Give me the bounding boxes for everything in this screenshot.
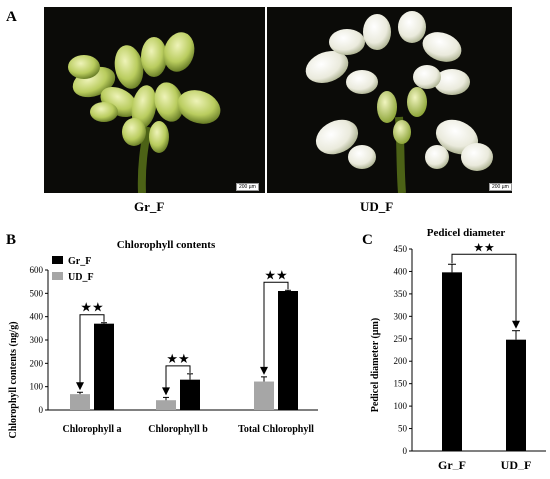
bar-ud-f — [156, 400, 176, 410]
panel-a-letter: A — [6, 9, 17, 25]
bar-ud-f — [254, 381, 274, 410]
y-tick-label: 250 — [394, 334, 408, 344]
photo-label-ud-f: UD_F — [360, 199, 394, 214]
panel-c-letter: C — [362, 232, 373, 248]
significance-stars: ★★ — [166, 351, 189, 366]
y-tick-label: 400 — [394, 266, 408, 276]
arrow-head — [162, 387, 170, 396]
y-tick-label: 400 — [30, 312, 44, 322]
y-tick-label: 450 — [394, 244, 408, 254]
panel-b-letter: B — [6, 232, 17, 248]
y-tick-label: 500 — [30, 288, 44, 298]
bar-gr-f — [180, 379, 200, 410]
legend-swatch — [52, 272, 63, 280]
significance-bracket: ★★ — [260, 267, 289, 375]
x-category-label: UD_F — [501, 458, 532, 470]
scale-bar-ud-f: 200 µm — [489, 183, 512, 191]
arrow-head — [512, 320, 520, 329]
significance-bracket: ★★ — [451, 240, 520, 329]
y-tick-label: 200 — [30, 358, 44, 368]
y-tick-label: 50 — [398, 424, 408, 434]
y-tick-label: 350 — [394, 289, 408, 299]
bar-ud-f — [506, 339, 526, 451]
bar-ud-f — [70, 394, 90, 410]
y-tick-label: 150 — [394, 379, 408, 389]
gr-f-flower-photo: 200 µm — [44, 7, 265, 193]
chart-c-axes: 0 50 100 150 200 250 300 350 400 450 Gr_F UD_F — [394, 244, 546, 470]
y-tick-label: 200 — [394, 356, 408, 366]
pedicel-diameter-chart: Pedicel diameter Pedicel diameter (µm) 0… — [370, 227, 546, 470]
chlorophyll-chart: Chlorophyll contents Chlorophyll content… — [8, 239, 318, 439]
white-flower-image — [305, 11, 493, 193]
green-flower-image — [68, 32, 221, 193]
y-tick-label: 100 — [394, 401, 408, 411]
legend-label: Gr_F — [68, 256, 91, 267]
chart-b-bars: ★★ ★★ ★★ — [70, 267, 298, 410]
arrow-head — [260, 366, 268, 375]
photo-label-gr-f: Gr_F — [134, 199, 165, 214]
chart-b-axes: 0 100 200 300 400 500 600 Chlorophyll a Chloroph… — [30, 265, 318, 435]
chart-b-legend: Gr_F UD_F — [52, 256, 94, 283]
y-tick-label: 600 — [30, 265, 44, 275]
chart-b-ylabel: Chlorophyll contents (ng/g) — [8, 321, 19, 438]
bar-gr-f — [94, 323, 114, 410]
ud-f-flower-photo: 200 µm — [267, 7, 512, 193]
y-tick-label: 100 — [30, 382, 44, 392]
y-tick-label: 0 — [39, 405, 44, 415]
significance-stars: ★★ — [473, 240, 495, 254]
arrow-head — [76, 382, 84, 391]
significance-stars: ★★ — [80, 300, 103, 315]
y-tick-label: 300 — [394, 311, 408, 321]
x-category-label: Chlorophyll a — [63, 424, 122, 435]
chart-b-title: Chlorophyll contents — [117, 239, 216, 251]
legend-label: UD_F — [68, 272, 94, 283]
y-tick-label: 300 — [30, 335, 44, 345]
chart-c-bars: ★★ — [442, 240, 526, 451]
significance-bracket: ★★ — [76, 300, 105, 391]
chart-c-title: Pedicel diameter — [427, 227, 506, 239]
bar-gr-f — [442, 272, 462, 451]
significance-stars: ★★ — [264, 267, 287, 282]
scale-bar-gr-f: 200 µm — [236, 183, 259, 191]
y-tick-label: 0 — [403, 446, 408, 456]
bar-gr-f — [278, 291, 298, 410]
x-category-label: Gr_F — [438, 458, 466, 470]
chart-c-ylabel: Pedicel diameter (µm) — [370, 318, 381, 412]
x-category-label: Chlorophyll b — [148, 424, 208, 435]
x-category-label: Total Chlorophyll — [238, 424, 314, 435]
significance-bracket: ★★ — [162, 351, 191, 396]
legend-swatch — [52, 256, 63, 264]
